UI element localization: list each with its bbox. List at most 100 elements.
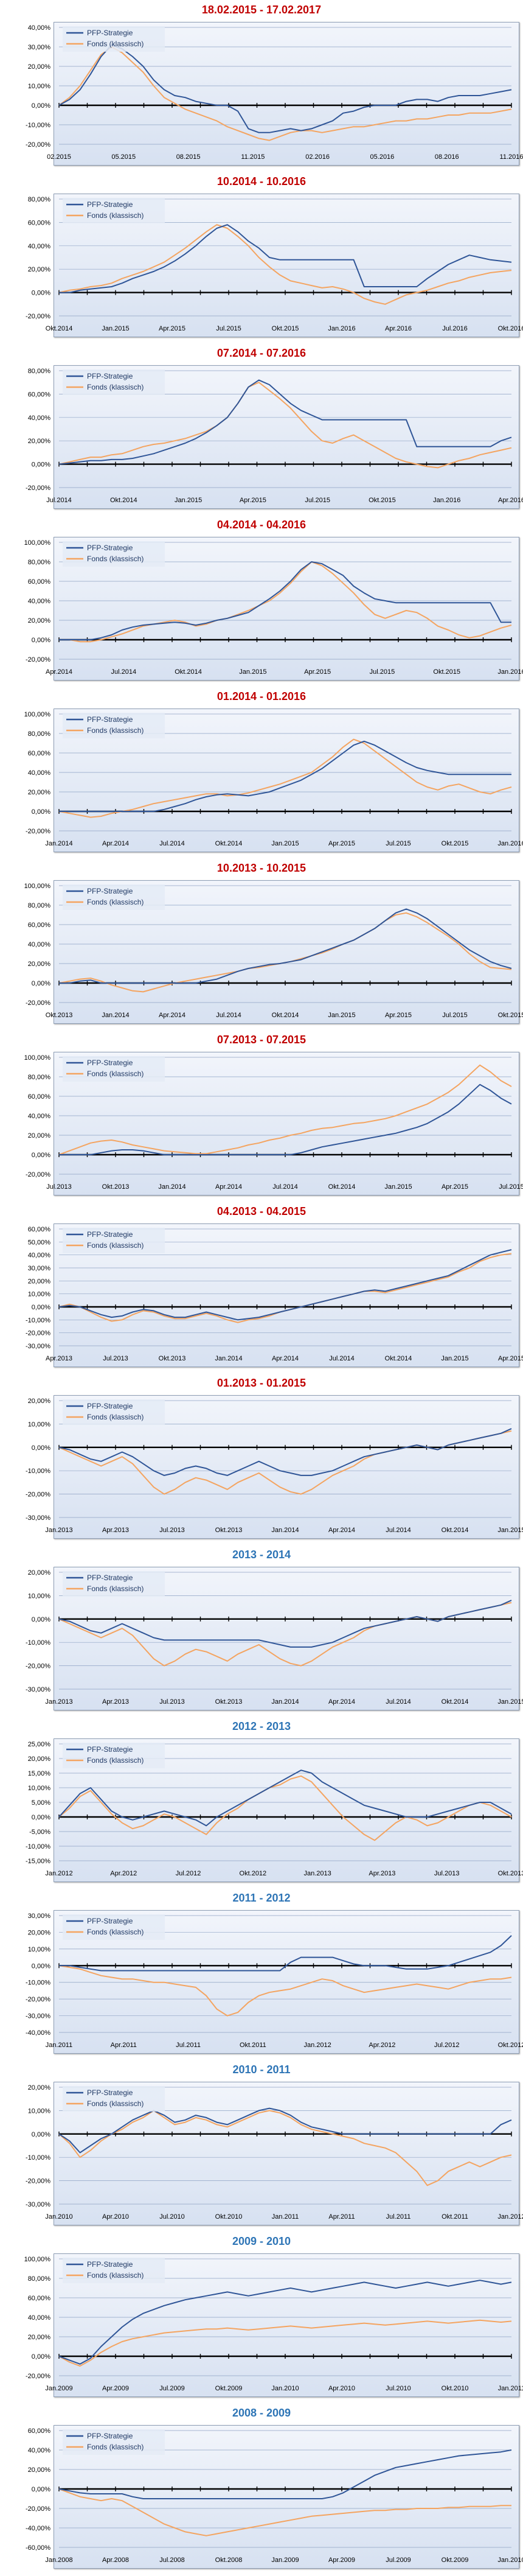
y-tick-label: 60,00% [28,922,51,929]
legend-label: PFP-Strategie [87,1402,133,1410]
y-tick-label: 0,00% [32,102,50,110]
x-tick-label: Okt.2014 [328,1183,356,1191]
x-tick-label: Okt.2013 [215,1698,243,1706]
x-tick-label: Okt.2014 [272,1012,299,1019]
y-tick-label: 40,00% [28,598,51,605]
x-tick-label: Jan.2016 [497,668,523,676]
chart-svg: -20,00% 0,00% 20,00% 40,00% 60,00% 80,00% 100,… [24,539,523,676]
x-tick-label: Apr.2014 [272,1355,299,1362]
legend-label: PFP-Strategie [87,1059,133,1067]
y-tick-label: 50,00% [28,1239,51,1246]
x-tick-label: Okt.2013 [46,1012,73,1019]
x-tick-label: Apr.2011 [111,2042,137,2049]
y-tick-label: -20,00% [26,656,50,663]
chart-title: 2009 - 2010 [232,2235,291,2247]
y-tick-label: 30,00% [28,1913,51,1920]
x-tick-label: Apr.2015 [328,840,355,847]
x-tick-label: Apr.2013 [46,1355,72,1362]
legend-label: PFP-Strategie [87,372,133,380]
legend-box [63,884,165,910]
x-tick-label: Jul.2014 [386,1698,411,1706]
strategy-series-line [59,1083,512,1155]
x-tick-label: Apr.2013 [102,1527,129,1534]
chart-title: 10.2013 - 10.2015 [216,862,307,874]
fonds-series-line [58,2110,512,2186]
legend: PFP-Strategie Fonds (klassisch) [63,1228,165,1253]
y-tick-label: 40,00% [28,941,51,948]
x-tick-label: Apr.2014 [159,1012,185,1019]
x-tick-label: Jan.2015 [497,1527,523,1534]
chart-panel: 07.2014 - 07.2016 -20,00% 0,00% 20,00% 40,00… [0,343,523,515]
fonds-series-line [58,2319,512,2367]
x-tick-label: Jul.2013 [434,1870,460,1877]
legend: PFP-Strategie Fonds (klassisch) [63,369,165,395]
x-tick-label: Apr.2012 [369,2042,395,2049]
y-tick-label: 20,00% [28,2084,51,2091]
chart-svg: -30,00% -20,00% -10,00% 0,00% 10,00% 20,00% 30… [26,1226,523,1362]
legend-label: Fonds (klassisch) [87,1069,144,1078]
chart-svg: -20,00% 0,00% 20,00% 40,00% 60,00% 80,00% Jul.… [26,368,523,504]
chart-svg: -20,00% 0,00% 20,00% 40,00% 60,00% 80,00% 100,… [24,2256,523,2392]
x-tick-label: Okt.2014 [442,1698,469,1706]
y-tick-label: 0,00% [32,1304,50,1311]
y-tick-label: 20,00% [28,789,51,796]
x-tick-label: Jan.2015 [175,497,202,504]
plot-area: -30,00% -20,00% -10,00% 0,00% 10,00% 20,00% 30… [26,1223,523,1367]
x-tick-label: Jan.2015 [497,1698,523,1706]
chart-svg: -40,00% -30,00% -20,00% -10,00% 0,00% 10,00% 2… [26,1913,523,2049]
y-tick-label: -15,00% [26,1858,50,1865]
fonds-series-line [58,1430,512,1495]
legend-box [63,2086,165,2112]
plot-area: -60,00% -40,00% -20,00% 0,00% 20,00% 40,00% 60… [26,2425,523,2569]
x-tick-label: Jan.2015 [102,325,129,332]
x-tick-label: Apr.2014 [215,1183,242,1191]
legend-label: Fonds (klassisch) [87,555,144,563]
fonds-series-line [58,1253,512,1323]
y-tick-label: 20,00% [28,2466,51,2474]
chart-title: 01.2014 - 01.2016 [216,690,307,702]
plot-area: -30,00% -20,00% -10,00% 0,00% 10,00% 20,00% Ja… [26,2082,523,2225]
y-tick-label: 80,00% [28,1074,51,1081]
y-tick-label: 80,00% [28,368,51,375]
x-tick-label: Jul.2015 [386,840,411,847]
legend-label: Fonds (klassisch) [87,1756,144,1765]
x-tick-label: Jul.2013 [159,1698,185,1706]
legend: PFP-Strategie Fonds (klassisch) [63,198,165,223]
y-tick-label: 60,00% [28,2295,51,2302]
legend-box [63,1914,165,1940]
strategy-series-line [58,1769,512,1827]
y-tick-label: -20,00% [26,141,50,149]
x-tick-label: Jul.2009 [159,2385,185,2392]
x-tick-label: Okt.2014 [385,1355,412,1362]
legend-box [63,2429,165,2455]
plot-area: -20,00% 0,00% 20,00% 40,00% 60,00% 80,00% Okt.… [26,194,523,337]
x-tick-label: Jan.2016 [328,325,355,332]
legend-box [63,1228,165,1253]
y-tick-label: -30,00% [26,2013,50,2020]
fonds-series-line [59,561,512,643]
chart-panel: 2012 - 2013 -15,00% -10,00% -5,00% 0,00% 5,00… [0,1717,523,1888]
x-tick-label: Jan.2013 [304,1870,331,1877]
chart-title: 07.2013 - 07.2015 [216,1034,307,1046]
x-tick-label: Jan.2016 [433,497,460,504]
legend-label: PFP-Strategie [87,200,133,209]
x-tick-label: Jul.2011 [386,2213,411,2221]
chart-title: 10.2014 - 10.2016 [216,175,307,187]
y-tick-label: -20,00% [26,828,50,835]
strategy-series-line [58,2449,512,2499]
legend-label: PFP-Strategie [87,544,133,552]
x-tick-label: Jul.2014 [272,1183,298,1191]
y-tick-label: 0,00% [32,2353,50,2361]
x-tick-label: Jan.2010 [497,2557,523,2564]
legend: PFP-Strategie Fonds (klassisch) [63,1743,165,1768]
y-tick-label: -20,00% [26,1996,50,2003]
strategy-series-line [58,379,512,465]
x-tick-label: 02.2015 [47,153,71,161]
legend-box [63,713,165,738]
fonds-series-line [58,382,512,469]
legend-label: Fonds (klassisch) [87,1584,144,1593]
x-tick-label: Jul.2013 [159,1527,185,1534]
x-tick-label: Jan.2010 [45,2213,72,2221]
y-tick-label: 100,00% [24,883,51,890]
fonds-series-line [58,1965,512,2017]
